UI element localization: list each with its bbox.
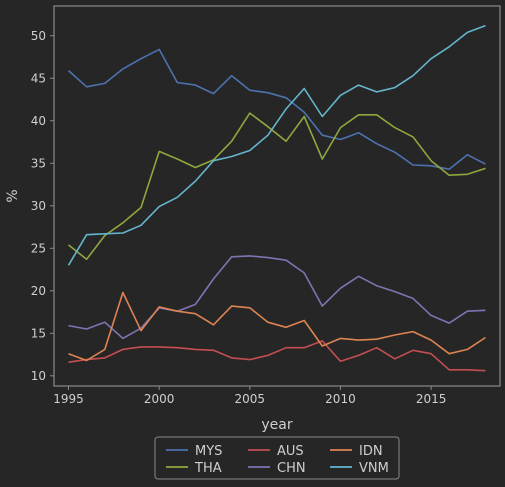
y-tick-label: 40 xyxy=(31,114,46,128)
y-tick-label: 30 xyxy=(31,199,46,213)
legend-label-tha: THA xyxy=(194,461,222,476)
y-tick-label: 45 xyxy=(31,71,46,85)
y-tick-label: 15 xyxy=(31,326,46,340)
y-tick-label: 20 xyxy=(31,284,46,298)
series-line-aus xyxy=(68,340,486,372)
y-tick-label: 10 xyxy=(31,369,46,383)
x-tick-label: 2000 xyxy=(144,392,175,406)
legend-frame xyxy=(154,436,400,480)
y-tick-label: 25 xyxy=(31,241,46,255)
legend-label-mys: MYS xyxy=(195,444,222,459)
x-tick-label: 2005 xyxy=(235,392,266,406)
series-lines xyxy=(67,24,486,372)
x-axis-ticks: 1995 2000 2005 2010 2015 xyxy=(53,386,446,406)
legend-label-vnm: VNM xyxy=(359,461,389,476)
legend-label-idn: IDN xyxy=(359,444,383,459)
series-line-idn xyxy=(68,291,486,362)
series-line-vnm xyxy=(67,24,486,266)
y-tick-label: 50 xyxy=(31,29,46,43)
y-axis-label: % xyxy=(5,189,21,202)
legend-label-chn: CHN xyxy=(277,461,306,476)
legend-label-aus: AUS xyxy=(277,444,304,459)
series-line-tha xyxy=(68,112,486,261)
plot-area xyxy=(53,5,501,387)
x-tick-label: 2015 xyxy=(416,392,447,406)
x-tick-label: 2010 xyxy=(325,392,356,406)
x-axis-label: year xyxy=(261,417,292,433)
x-tick-label: 1995 xyxy=(53,392,84,406)
series-line-chn xyxy=(68,255,486,340)
series-line-mys xyxy=(67,48,486,170)
y-axis-ticks: 10 15 20 25 30 35 40 45 50 xyxy=(31,29,54,383)
legend: MYS AUS IDN THA CHN VNM xyxy=(154,436,400,480)
y-tick-label: 35 xyxy=(31,156,46,170)
